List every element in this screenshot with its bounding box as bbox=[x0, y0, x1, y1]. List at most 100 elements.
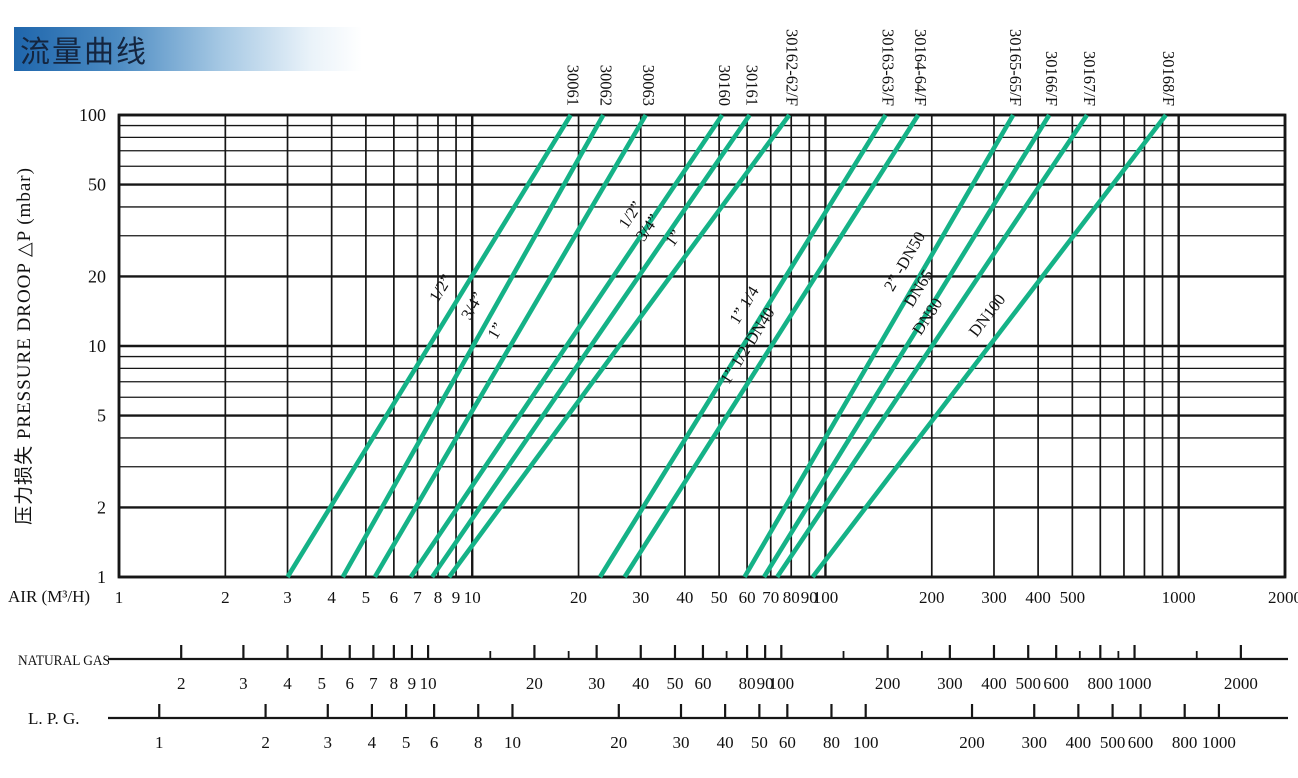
natural-gas-scale-title: NATURAL GAS bbox=[18, 653, 110, 669]
natural-gas-scale-tick-label-90: 90 bbox=[757, 674, 774, 693]
lpg-scale-tick-label-4: 4 bbox=[368, 733, 377, 752]
curve-labels: 300611/2”300623/4”300631”301601/2”301613… bbox=[425, 29, 1178, 387]
x-tick-label-400: 400 bbox=[1025, 588, 1051, 607]
flow-curve-30164-64-F bbox=[622, 113, 921, 579]
lpg-scale-tick-label-300: 300 bbox=[1021, 733, 1047, 752]
curve-model-label-30166-F: 30166/F bbox=[1042, 51, 1061, 106]
flow-curve-30165-65-F bbox=[742, 113, 1016, 579]
lpg-scale-tick-label-600: 600 bbox=[1128, 733, 1154, 752]
lpg-scale-tick-label-200: 200 bbox=[959, 733, 985, 752]
y-tick-label-1: 1 bbox=[97, 567, 106, 587]
section-title-banner: 流量曲线 bbox=[14, 27, 362, 71]
curve-model-label-30063: 30063 bbox=[639, 65, 658, 106]
curve-model-label-30061: 30061 bbox=[564, 65, 583, 106]
natural-gas-scale-tick-label-6: 6 bbox=[345, 674, 354, 693]
x-tick-label-2000: 2000 bbox=[1268, 588, 1298, 607]
y-tick-label-100: 100 bbox=[79, 105, 106, 125]
natural-gas-scale-tick-label-100: 100 bbox=[769, 674, 795, 693]
curve-model-label-30162-62-F: 30162-62/F bbox=[782, 29, 801, 106]
y-tick-label-20: 20 bbox=[88, 266, 106, 286]
lpg-scale-tick-label-60: 60 bbox=[779, 733, 796, 752]
curve-model-label-30160: 30160 bbox=[715, 65, 734, 106]
curve-model-label-30165-65-F: 30165-65/F bbox=[1006, 29, 1025, 106]
lpg-scale-title: L. P. G. bbox=[28, 709, 79, 728]
natural-gas-scale-tick-label-800: 800 bbox=[1088, 674, 1114, 693]
x-tick-label-200: 200 bbox=[919, 588, 945, 607]
lpg-scale-tick-label-8: 8 bbox=[474, 733, 483, 752]
natural-gas-scale-tick-label-2000: 2000 bbox=[1224, 674, 1258, 693]
x-tick-label-500: 500 bbox=[1060, 588, 1086, 607]
natural-gas-scale-tick-label-10: 10 bbox=[420, 674, 437, 693]
curve-model-label-30167-F: 30167/F bbox=[1080, 51, 1099, 106]
natural-gas-scale-tick-label-200: 200 bbox=[875, 674, 901, 693]
lpg-scale-tick-label-40: 40 bbox=[717, 733, 734, 752]
natural-gas-scale-tick-label-7: 7 bbox=[369, 674, 378, 693]
flow-curve-30163-63-F bbox=[598, 113, 888, 579]
x-tick-label-3: 3 bbox=[283, 588, 292, 607]
flow-curve-30168-F bbox=[810, 113, 1168, 579]
curve-model-label-30062: 30062 bbox=[596, 65, 615, 106]
x-tick-label-80: 80 bbox=[783, 588, 800, 607]
natural-gas-scale-tick-label-50: 50 bbox=[666, 674, 683, 693]
x-tick-label-60: 60 bbox=[739, 588, 756, 607]
natural-gas-scale-tick-label-600: 600 bbox=[1043, 674, 1069, 693]
natural-gas-scale-tick-label-5: 5 bbox=[318, 674, 327, 693]
y-axis: 100 50 20 10 5 2 1 压力损失 PRESSURE DROOP △P (mbar… bbox=[13, 105, 106, 587]
x-tick-label-2: 2 bbox=[221, 588, 230, 607]
lpg-scale-tick-label-5: 5 bbox=[402, 733, 411, 752]
natural-gas-scale-tick-label-4: 4 bbox=[283, 674, 292, 693]
natural-gas-scale-tick-label-300: 300 bbox=[937, 674, 963, 693]
flow-curve-30061 bbox=[285, 113, 573, 579]
x-tick-label-1: 1 bbox=[115, 588, 124, 607]
lpg-scale-tick-label-2: 2 bbox=[261, 733, 270, 752]
natural-gas-scale-tick-label-500: 500 bbox=[1015, 674, 1041, 693]
curve-size-label-30162-62-F: 1” bbox=[661, 226, 686, 250]
curve-size-label-30168-F: DN100 bbox=[965, 290, 1010, 340]
curve-model-label-30164-64-F: 30164-64/F bbox=[911, 29, 930, 106]
lpg-scale-tick-label-800: 800 bbox=[1172, 733, 1198, 752]
natural-gas-scale-tick-label-60: 60 bbox=[694, 674, 711, 693]
natural-gas-scale-tick-label-2: 2 bbox=[177, 674, 186, 693]
lpg-scale-tick-label-50: 50 bbox=[751, 733, 768, 752]
x-tick-label-70: 70 bbox=[762, 588, 779, 607]
flow-curve-30161 bbox=[430, 113, 752, 579]
lpg-scale-tick-label-6: 6 bbox=[430, 733, 439, 752]
curve-model-label-30161: 30161 bbox=[743, 65, 762, 106]
flow-curve-30160 bbox=[408, 113, 725, 579]
y-axis-title: 压力损失 PRESSURE DROOP △P (mbar) bbox=[13, 167, 35, 525]
curve-model-label-30168-F: 30168/F bbox=[1159, 51, 1178, 106]
natural-gas-scale-tick-label-1000: 1000 bbox=[1118, 674, 1152, 693]
natural-gas-scale-tick-label-20: 20 bbox=[526, 674, 543, 693]
x-tick-label-300: 300 bbox=[981, 588, 1007, 607]
natural-gas-scale-tick-label-30: 30 bbox=[588, 674, 605, 693]
y-tick-label-50: 50 bbox=[88, 175, 106, 195]
lpg-scale-tick-label-1: 1 bbox=[155, 733, 164, 752]
x-tick-label-1000: 1000 bbox=[1162, 588, 1196, 607]
curve-model-label-30163-63-F: 30163-63/F bbox=[879, 29, 898, 106]
x-tick-label-30: 30 bbox=[632, 588, 649, 607]
x-tick-label-6: 6 bbox=[390, 588, 399, 607]
lpg-scale-tick-label-20: 20 bbox=[610, 733, 627, 752]
x-tick-label-7: 7 bbox=[413, 588, 422, 607]
flow-curve-30167-F bbox=[775, 113, 1089, 579]
x-tick-label-100: 100 bbox=[813, 588, 839, 607]
flow-curve-30063 bbox=[372, 113, 648, 579]
page-title: 流量曲线 bbox=[20, 36, 148, 69]
natural-gas-scale-tick-label-400: 400 bbox=[981, 674, 1007, 693]
x-tick-label-40: 40 bbox=[676, 588, 693, 607]
natural-gas-scale-tick-label-40: 40 bbox=[632, 674, 649, 693]
x-tick-label-4: 4 bbox=[327, 588, 336, 607]
x-tick-label-8: 8 bbox=[434, 588, 443, 607]
lpg-scale-tick-label-30: 30 bbox=[673, 733, 690, 752]
x-axis-title: AIR (M³/H) bbox=[8, 587, 90, 606]
flow-curves bbox=[285, 113, 1168, 579]
lpg-scale-tick-label-1000: 1000 bbox=[1202, 733, 1236, 752]
natural-gas-scale-tick-label-3: 3 bbox=[239, 674, 248, 693]
lpg-scale-tick-label-500: 500 bbox=[1100, 733, 1126, 752]
lpg-scale-tick-label-10: 10 bbox=[504, 733, 521, 752]
x-tick-label-5: 5 bbox=[362, 588, 371, 607]
natural-gas-scale-tick-label-9: 9 bbox=[408, 674, 417, 693]
